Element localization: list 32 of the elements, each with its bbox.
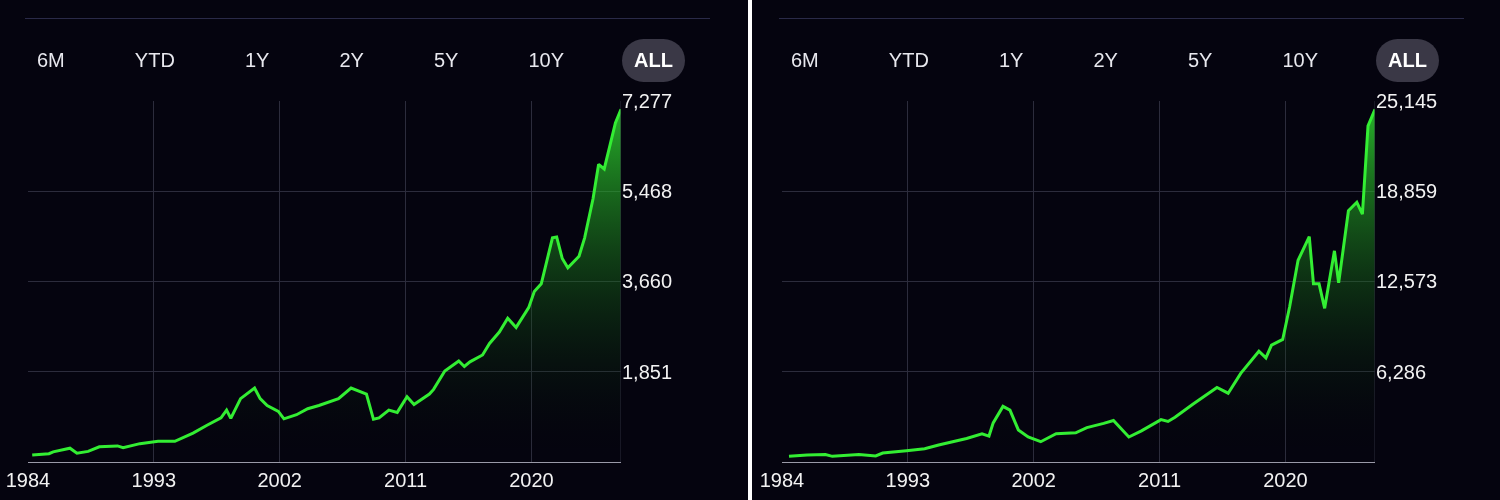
text: 2Y [338,47,365,73]
x-tick-label: 2011 [1138,469,1182,491]
x-tick-label: 2020 [1263,469,1308,491]
x-tick-label: 1984 [759,469,805,491]
text: 6M [36,47,66,73]
x-tick-label: 1993 [885,469,931,491]
x-tick-label: 1984 [5,469,51,491]
text: YTD [887,47,930,73]
text: ALL [622,38,685,82]
text: 1Y [997,47,1025,73]
y-tick-label: 5,468 [622,180,673,203]
y-tick-label: 7,277 [622,90,673,112]
text: 10Y [1281,47,1320,73]
x-tick-label: 2020 [509,469,554,491]
text: 6M [790,47,820,73]
text: 2Y [1092,47,1119,73]
x-tick-label: 2011 [384,469,428,491]
text: 5Y [1186,47,1214,73]
x-tick-label: 2002 [257,469,302,491]
y-tick-label: 18,859 [1376,180,1438,203]
text: YTD [133,47,176,73]
y-tick-label: 3,660 [622,270,673,293]
y-tick-label: 25,145 [1376,90,1438,112]
y-tick-label: 1,851 [622,360,673,383]
text: ALL [1376,38,1439,82]
text: 1Y [243,47,271,73]
y-tick-label: 6,286 [1376,360,1427,383]
y-tick-label: 12,573 [1376,270,1438,293]
x-tick-label: 1993 [131,469,177,491]
text: 5Y [432,47,460,73]
text: 10Y [527,47,566,73]
x-tick-label: 2002 [1011,469,1056,491]
